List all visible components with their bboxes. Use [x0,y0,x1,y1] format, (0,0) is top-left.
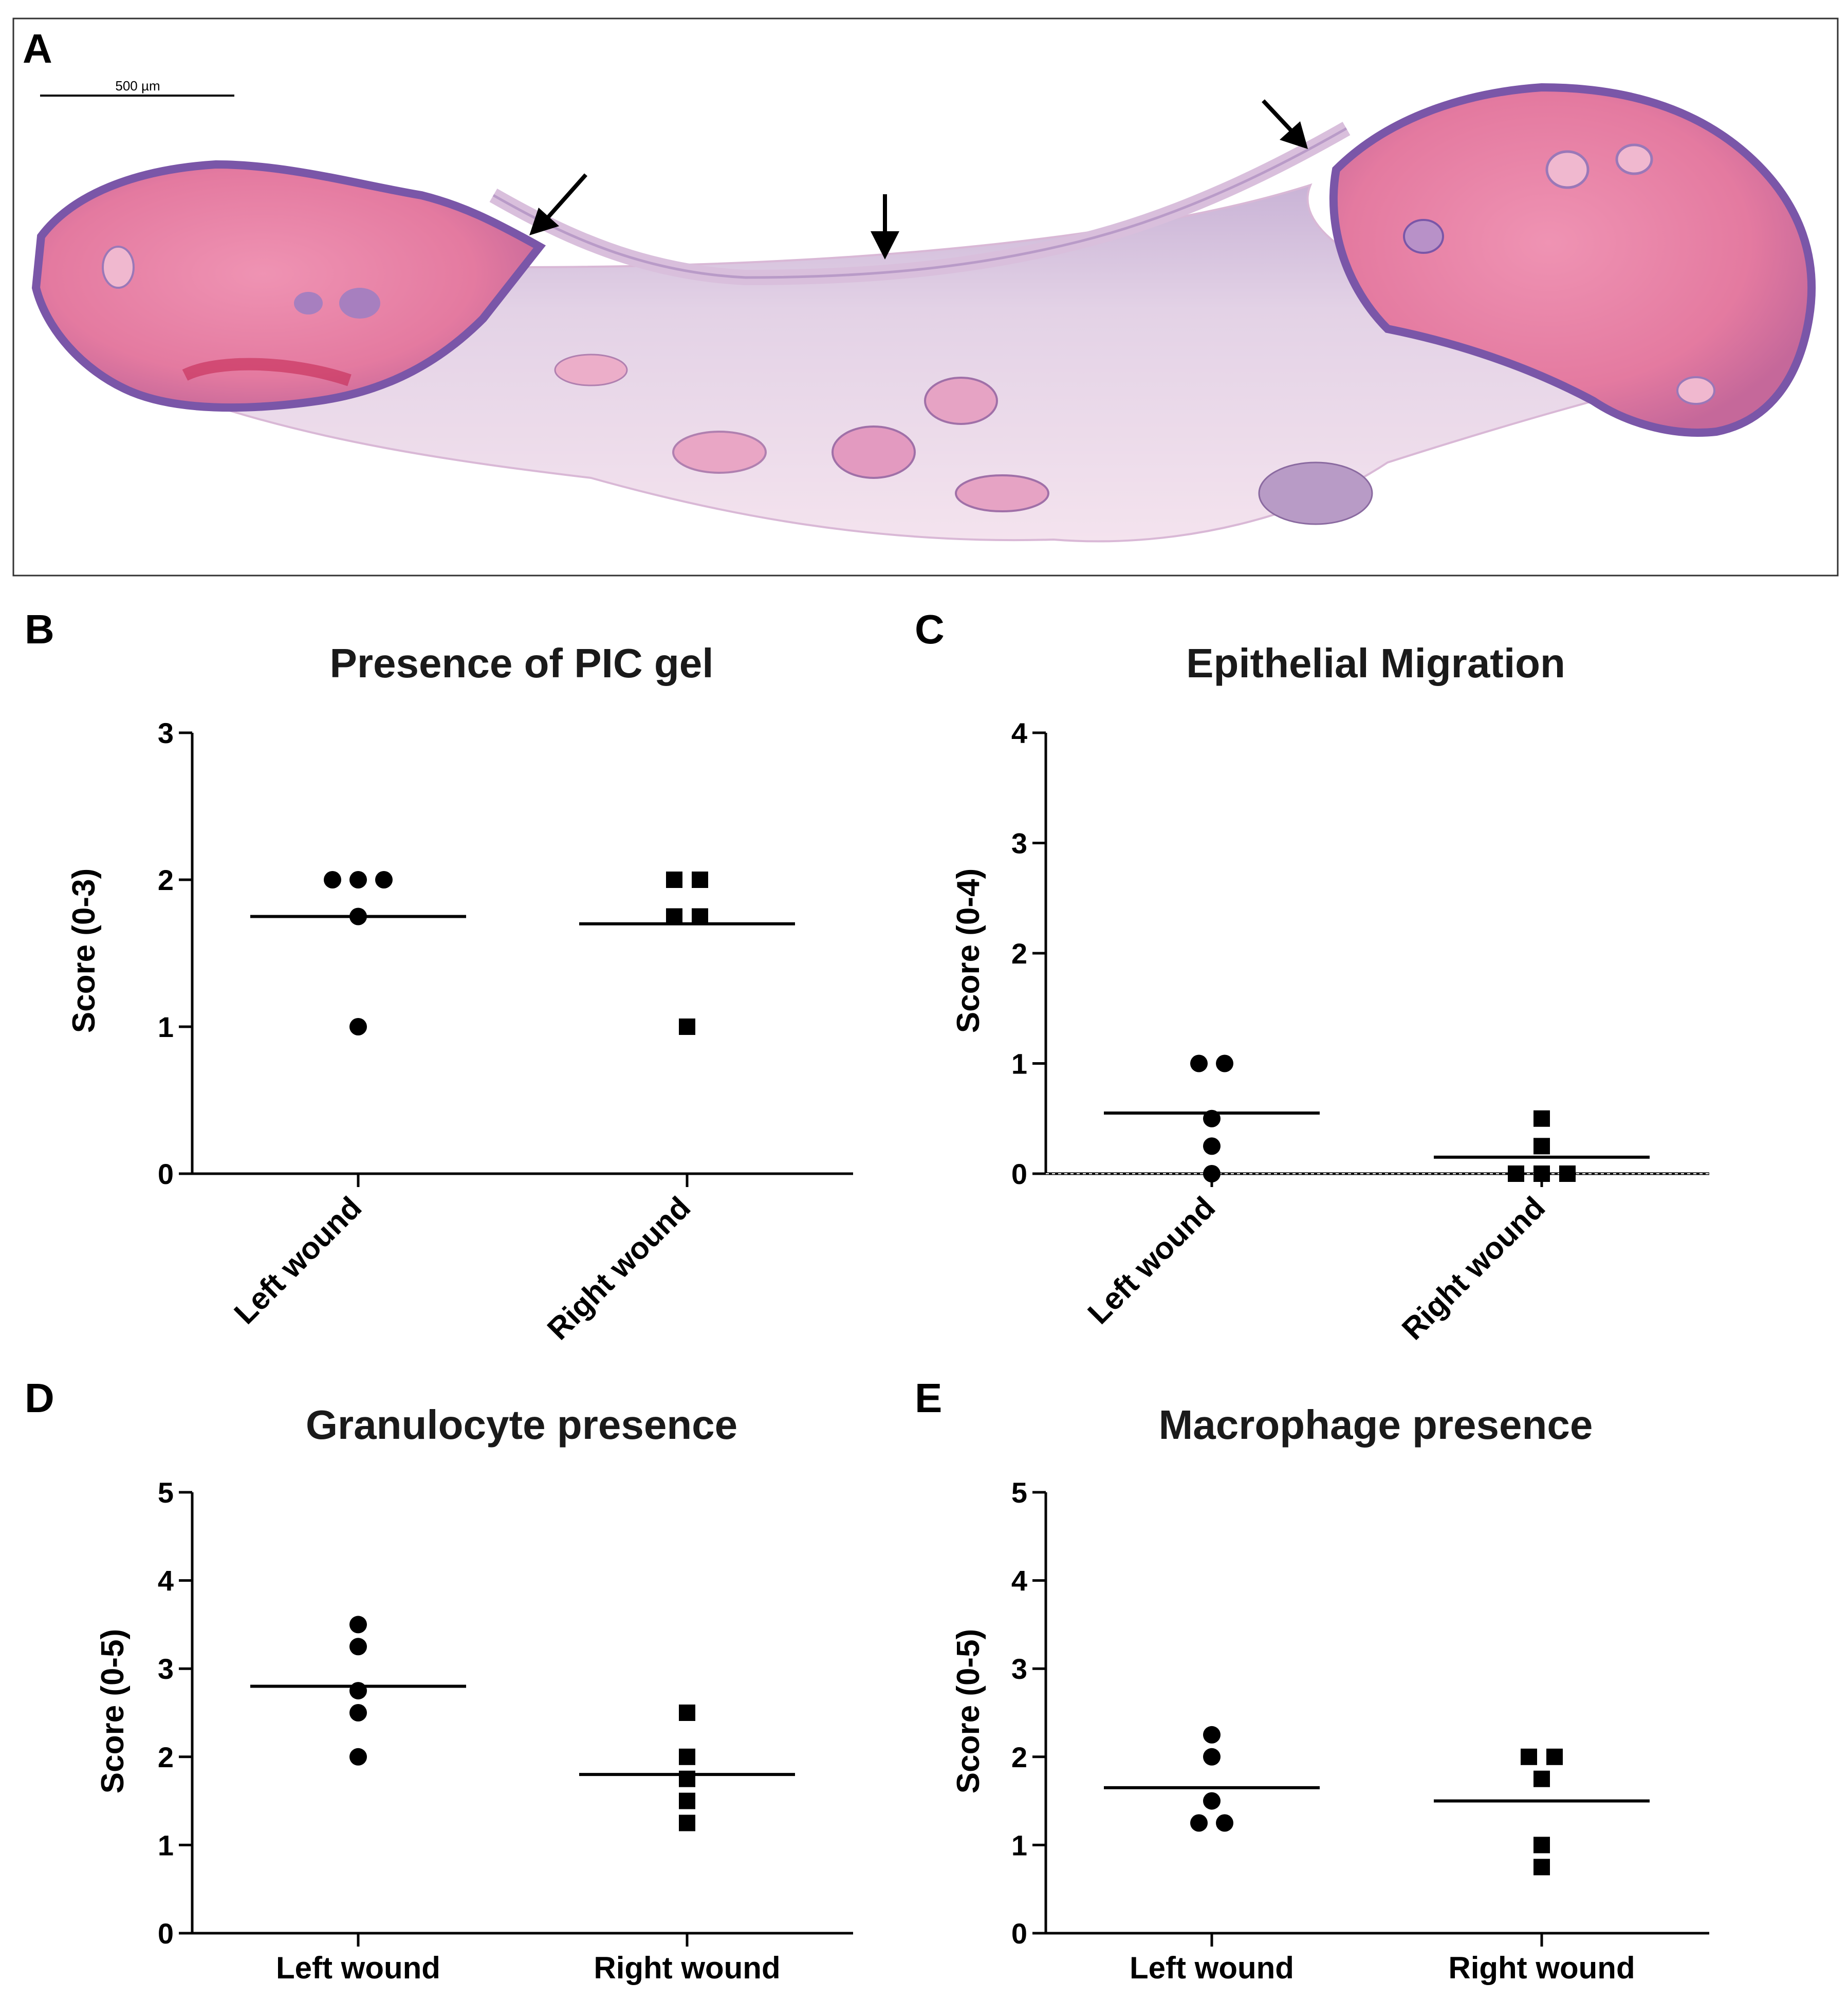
y-tick-label: 3 [1011,827,1027,860]
panel-e: E Macrophage presence 0 1 2 3 4 5 Score (0-5) Lef… [915,1375,1709,1985]
data-point-circle [349,1704,367,1721]
y-tick-label: 3 [158,717,174,749]
y-tick-label: 4 [158,1565,174,1597]
data-point-circle [324,871,341,888]
charts: B Presence of PIC gel 0 1 2 3 Score (0-3) Left … [25,606,1709,1985]
panel-letter: E [915,1375,942,1421]
chart-title: Granulocyte presence [306,1402,737,1448]
y-tick-label: 1 [1011,1829,1027,1861]
data-point-circle [1203,1165,1221,1182]
data-point-circle [1190,1814,1208,1832]
y-tick-label: 2 [158,1741,174,1773]
y-tick-label: 1 [158,1011,174,1043]
data-point-circle [349,1616,367,1634]
data-point-square [1546,1748,1563,1765]
data-point-circle [1190,1054,1208,1072]
chart-title: Epithelial Migration [1186,640,1565,686]
data-point-circle [1203,1137,1221,1155]
data-point-circle [349,871,367,888]
panel-a: A 500 µm [12,17,1839,577]
data-point-circle [1216,1814,1233,1832]
data-point-square [692,908,708,925]
panel-letter-a: A [23,26,52,71]
y-axis-title: Score (0-5) [951,1629,986,1793]
x-tick-label: Right wound [594,1951,780,1985]
x-tick-label: Right wound [1395,1190,1551,1346]
y-tick-label: 3 [158,1653,174,1685]
y-tick-label: 0 [158,1158,174,1190]
y-axis-title: Score (0-4) [951,868,986,1033]
data-point-square [679,1814,695,1831]
y-tick-label: 3 [1011,1653,1027,1685]
data-point-circle [349,1682,367,1700]
data-point-square [1521,1748,1537,1765]
y-axis-title: Score (0-3) [66,868,102,1033]
y-tick-label: 0 [1011,1158,1027,1190]
data-point-circle [1203,1748,1221,1766]
y-tick-label: 5 [1011,1476,1027,1509]
data-point-square [1508,1165,1524,1182]
scale-bar-label: 500 µm [115,78,160,94]
panel-letter: B [25,606,54,652]
panel-letter: D [25,1375,54,1421]
data-point-circle [349,1638,367,1656]
histology-icon [31,83,1816,543]
arrow-icon [1262,99,1308,149]
data-point-circle [375,871,393,888]
chart-title: Macrophage presence [1159,1402,1593,1448]
data-point-square [666,908,682,925]
y-tick-label: 2 [158,864,174,896]
y-tick-label: 4 [1011,717,1027,749]
data-point-circle [349,908,367,925]
data-point-square [692,872,708,888]
x-tick-label: Left wound [1130,1951,1294,1985]
data-point-square [679,1770,695,1787]
data-point-circle [1203,1109,1221,1127]
y-axis-title: Score (0-5) [95,1629,131,1793]
x-tick-label: Left wound [1081,1190,1222,1331]
data-point-circle [1203,1792,1221,1810]
data-point-square [679,1018,695,1035]
y-tick-label: 1 [1011,1048,1027,1080]
x-tick-label: Left wound [276,1951,440,1985]
data-point-circle [349,1748,367,1766]
y-tick-label: 1 [158,1829,174,1861]
y-tick-label: 0 [158,1917,174,1950]
data-point-circle [1203,1726,1221,1744]
data-point-square [666,872,682,888]
y-tick-label: 2 [1011,1741,1027,1773]
data-point-square [1533,1859,1550,1876]
data-point-circle [1216,1054,1233,1072]
data-point-square [1533,1165,1550,1182]
data-point-square [679,1792,695,1809]
data-point-square [1533,1770,1550,1787]
x-tick-label: Right wound [541,1190,697,1346]
data-point-square [679,1748,695,1765]
y-tick-label: 5 [158,1476,174,1509]
data-point-square [1533,1837,1550,1854]
data-point-square [1533,1138,1550,1155]
x-tick-label: Left wound [228,1190,368,1331]
panel-c: C Epithelial Migration 0 1 2 3 4 Score (0-4) Lef… [915,606,1709,1346]
data-point-circle [349,1018,367,1035]
x-tick-label: Right wound [1448,1951,1635,1985]
y-tick-label: 4 [1011,1565,1027,1597]
chart-title: Presence of PIC gel [330,640,714,686]
data-point-square [1533,1110,1550,1127]
arrow-icon [871,194,899,260]
data-point-square [679,1705,695,1721]
data-point-square [1559,1165,1576,1182]
panel-letter: C [915,606,945,652]
panel-b: B Presence of PIC gel 0 1 2 3 Score (0-3) Left … [25,606,853,1346]
y-tick-label: 2 [1011,937,1027,970]
arrow-icon [529,173,587,235]
panel-d: D Granulocyte presence 0 1 2 3 4 5 Score (0-5) Le… [25,1375,853,1985]
y-tick-label: 0 [1011,1917,1027,1950]
